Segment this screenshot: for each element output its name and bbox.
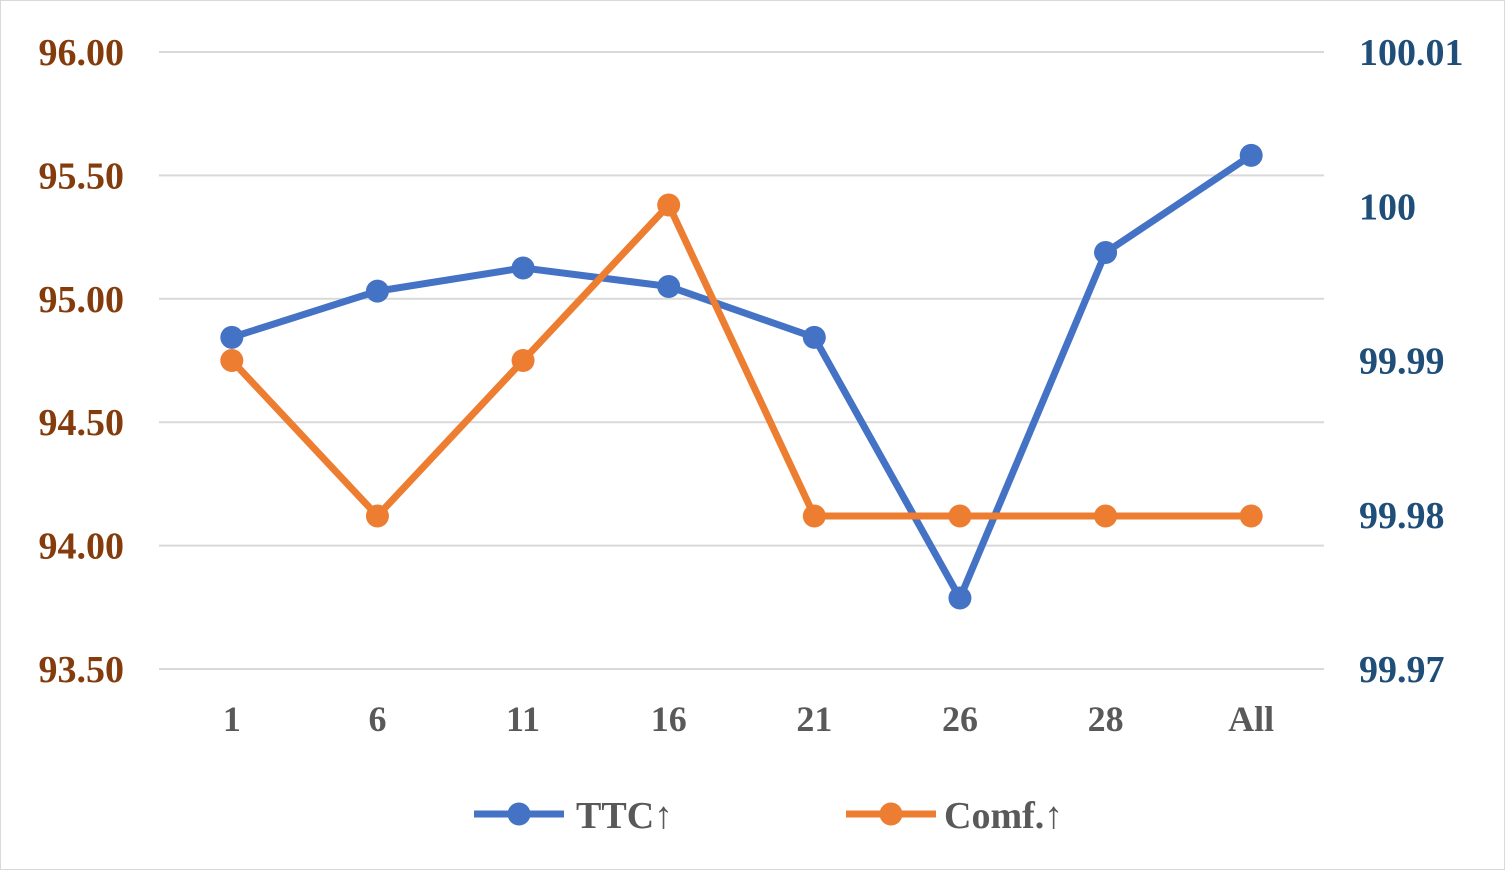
data-point	[802, 504, 826, 528]
x-tick-label: All	[1228, 699, 1274, 739]
x-tick-label: 28	[1088, 699, 1124, 739]
x-tick-label: 21	[796, 699, 832, 739]
data-point	[1239, 504, 1263, 528]
data-point	[220, 325, 244, 349]
data-point	[802, 325, 826, 349]
series-lines	[220, 143, 1263, 610]
x-tick-label: 6	[368, 699, 386, 739]
legend-item: Comf.↑	[846, 795, 1063, 837]
data-point	[948, 586, 972, 610]
left-tick-label: 96.00	[39, 32, 125, 74]
data-point	[948, 504, 972, 528]
legend-label: TTC↑	[576, 795, 673, 837]
right-tick-label: 100	[1359, 186, 1416, 228]
x-tick-label: 11	[506, 699, 540, 739]
left-tick-label: 95.50	[39, 155, 125, 197]
data-point	[511, 256, 535, 280]
right-tick-label: 100.01	[1359, 32, 1464, 74]
left-tick-label: 95.00	[39, 279, 125, 321]
series-line	[230, 152, 1254, 602]
right-tick-label: 99.98	[1359, 495, 1445, 537]
right-y-axis: 99.97 99.98 99.99 100 100.01	[1359, 32, 1464, 691]
data-point	[657, 274, 681, 298]
left-y-axis: 93.50 94.00 94.50 95.00 95.50 96.00	[39, 32, 125, 691]
legend: TTC↑ Comf.↑	[474, 795, 1063, 837]
right-tick-label: 99.97	[1359, 649, 1445, 691]
x-tick-label: 16	[651, 699, 687, 739]
data-point	[365, 279, 389, 303]
legend-swatch-marker	[507, 802, 531, 826]
x-tick-label: 26	[942, 699, 978, 739]
data-point	[657, 193, 681, 217]
data-point	[365, 504, 389, 528]
legend-swatch-marker	[879, 802, 903, 826]
data-point	[1094, 241, 1118, 265]
series-2	[220, 193, 1263, 528]
left-tick-label: 94.00	[39, 526, 125, 568]
series-line	[229, 201, 1252, 520]
left-tick-label: 94.50	[39, 402, 125, 444]
data-point	[511, 349, 535, 372]
left-tick-label: 93.50	[39, 649, 125, 691]
data-point	[220, 349, 244, 372]
data-point	[1094, 504, 1118, 528]
legend-item: TTC↑	[474, 795, 673, 837]
x-tick-label: 1	[223, 699, 241, 739]
right-tick-label: 99.99	[1359, 341, 1445, 383]
data-point	[1239, 143, 1263, 167]
legend-label: Comf.↑	[944, 795, 1063, 837]
x-axis: 1 6 11 16 21 26 28 All	[223, 699, 1274, 739]
series-1	[220, 143, 1263, 610]
